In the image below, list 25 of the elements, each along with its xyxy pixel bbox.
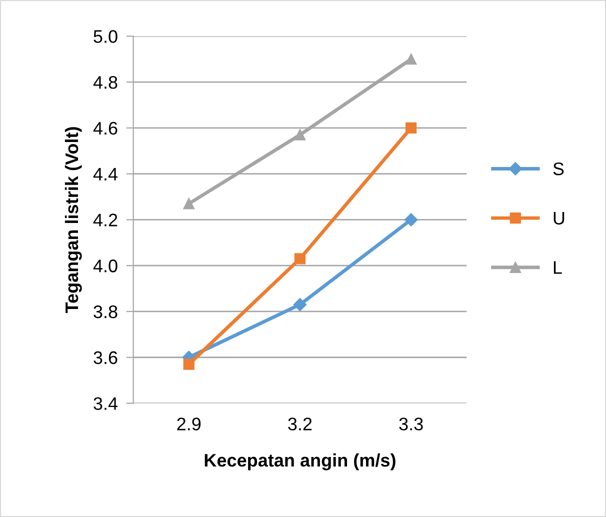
point: [293, 298, 307, 312]
x-tick-label: 3.3: [399, 418, 423, 430]
point: [406, 54, 417, 65]
x-tick-label: 3.2: [288, 418, 312, 430]
point: [404, 213, 418, 226]
legend-label: L: [554, 261, 562, 274]
y-tick-label: 5.0: [94, 30, 118, 43]
point: [294, 253, 306, 264]
legend-label: U: [554, 212, 564, 225]
y-tick-label: 4.8: [93, 76, 118, 89]
x-axis-title: Kecepatan angin (m/s): [204, 453, 396, 470]
legend-label: S: [553, 162, 564, 176]
point: [294, 129, 306, 140]
x-tick-label: 2.9: [177, 418, 201, 430]
y-tick-label: 3.6: [94, 351, 118, 364]
y-tick-label: 4.6: [93, 122, 118, 135]
y-tick-label: 4.2: [93, 214, 118, 226]
point: [406, 122, 417, 134]
y-tick-label: 3.4: [94, 397, 118, 410]
y-tick-label: 4.4: [93, 168, 118, 180]
y-tick-label: 4.0: [93, 260, 118, 272]
point: [183, 198, 194, 210]
point: [183, 358, 194, 370]
y-axis-title: Tegangan listrik (Volt): [64, 127, 82, 313]
y-tick-label: 3.8: [94, 305, 118, 318]
